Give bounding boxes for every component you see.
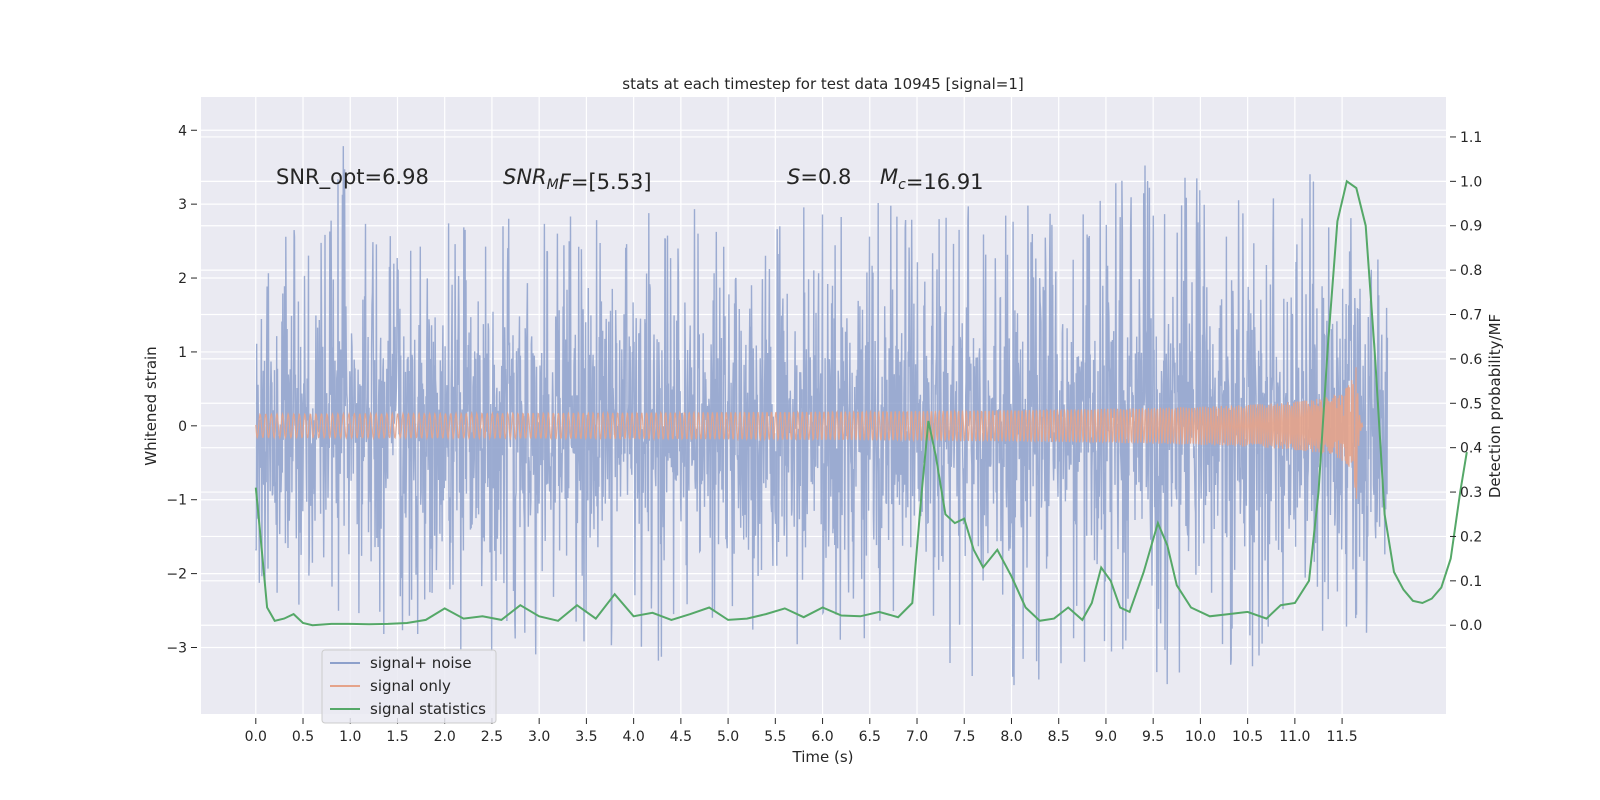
- x-tick-label: 11.0: [1279, 729, 1310, 745]
- series-signal-noise-line: [255, 146, 1389, 686]
- y-right-tick-label: 0.3: [1460, 485, 1482, 501]
- x-tick-label: 6.0: [811, 729, 833, 745]
- x-tick-label: 7.5: [953, 729, 975, 745]
- x-tick-label: 3.5: [575, 729, 597, 745]
- x-tick-label: 10.0: [1185, 729, 1216, 745]
- legend-label-signal-noise: signal+ noise: [370, 654, 472, 672]
- x-tick-label: 9.5: [1142, 729, 1164, 745]
- annotation-part: F: [559, 170, 572, 194]
- annotation-1: SNRMF=[5.53]: [503, 165, 652, 194]
- series-signal-statistics-line: [254, 179, 1468, 627]
- y-left-tick-label: −1: [166, 493, 187, 509]
- x-tick-label: 3.0: [528, 729, 550, 745]
- x-tick-label: 10.5: [1232, 729, 1263, 745]
- annotation-part: SNR_opt=6.98: [276, 165, 429, 190]
- legend-box: [321, 649, 497, 724]
- y-left-tick-label: 1: [178, 345, 187, 361]
- x-tick-label: 0.0: [245, 729, 267, 745]
- y-axis-label-left: Whitened strain: [142, 346, 160, 465]
- x-tick-label: 4.5: [670, 729, 692, 745]
- x-tick-label: 8.5: [1048, 729, 1070, 745]
- x-tick-label: 1.0: [339, 729, 361, 745]
- x-tick-label: 5.5: [764, 729, 786, 745]
- y-right-tick-label: 0.8: [1460, 263, 1482, 279]
- series-layer: [254, 146, 1468, 686]
- annotation-0: SNR_opt=6.98: [276, 165, 429, 190]
- annotation-part: c: [898, 177, 906, 193]
- annotation-part: =16.91: [906, 170, 984, 194]
- annotation-part: =[5.53]: [571, 170, 652, 194]
- x-tick-label: 2.0: [434, 729, 456, 745]
- x-tick-label: 2.5: [481, 729, 503, 745]
- axis-ticks: 0.0 0.5 1.0 1.5 2.0 2.5 3.0 3.5 4.0 4.5 5.0 5.5 6.0 6…: [166, 123, 1482, 745]
- y-right-tick-label: 0.2: [1460, 529, 1482, 545]
- x-tick-label: 6.5: [859, 729, 881, 745]
- legend-label-signal-only: signal only: [370, 677, 451, 695]
- annotation-part: SNR: [503, 165, 547, 189]
- series-signal-only-line: [255, 367, 1364, 499]
- x-tick-label: 7.0: [906, 729, 928, 745]
- y-right-tick-label: 0.6: [1460, 352, 1482, 368]
- x-tick-label: 1.5: [386, 729, 408, 745]
- y-right-tick-label: 0.5: [1460, 396, 1482, 412]
- annotation-part: S: [787, 165, 800, 189]
- x-tick-label: 4.0: [622, 729, 644, 745]
- y-axis-label-right: Detection probability/MF: [1486, 314, 1504, 498]
- annotation-part: M: [547, 177, 559, 193]
- y-right-tick-label: 0.4: [1460, 441, 1482, 457]
- y-left-tick-label: 3: [178, 197, 187, 213]
- y-right-tick-label: 1.0: [1460, 174, 1482, 190]
- y-left-tick-label: −3: [166, 640, 187, 656]
- y-right-tick-label: 0.1: [1460, 574, 1482, 590]
- y-left-tick-label: 2: [178, 271, 187, 287]
- annotation-part: M: [880, 165, 898, 189]
- y-left-tick-label: 0: [178, 419, 187, 435]
- legend: signal+ noise signal only signal statist…: [321, 649, 497, 724]
- x-tick-label: 0.5: [292, 729, 314, 745]
- annotation-3: Mc=16.91: [880, 165, 984, 194]
- annotations: SNR_opt=6.98 SNRMF=[5.53] S=0.8 Mc=16.91: [276, 165, 984, 194]
- x-tick-label: 9.0: [1095, 729, 1117, 745]
- chart-title: stats at each timestep for test data 109…: [622, 75, 1023, 93]
- annotation-part: =0.8: [800, 165, 851, 189]
- x-tick-label: 5.0: [717, 729, 739, 745]
- x-tick-label: 8.0: [1000, 729, 1022, 745]
- legend-label-signal-statistics: signal statistics: [370, 700, 486, 718]
- y-right-tick-label: 1.1: [1460, 130, 1482, 146]
- y-right-tick-label: 0.7: [1460, 308, 1482, 324]
- y-right-tick-label: 0.9: [1460, 219, 1482, 235]
- x-axis-label: Time (s): [792, 748, 854, 766]
- y-left-tick-label: 4: [178, 123, 187, 139]
- y-right-tick-label: 0.0: [1460, 618, 1482, 634]
- x-tick-label: 11.5: [1327, 729, 1358, 745]
- annotation-2: S=0.8: [787, 165, 851, 189]
- y-left-tick-label: −2: [166, 567, 187, 583]
